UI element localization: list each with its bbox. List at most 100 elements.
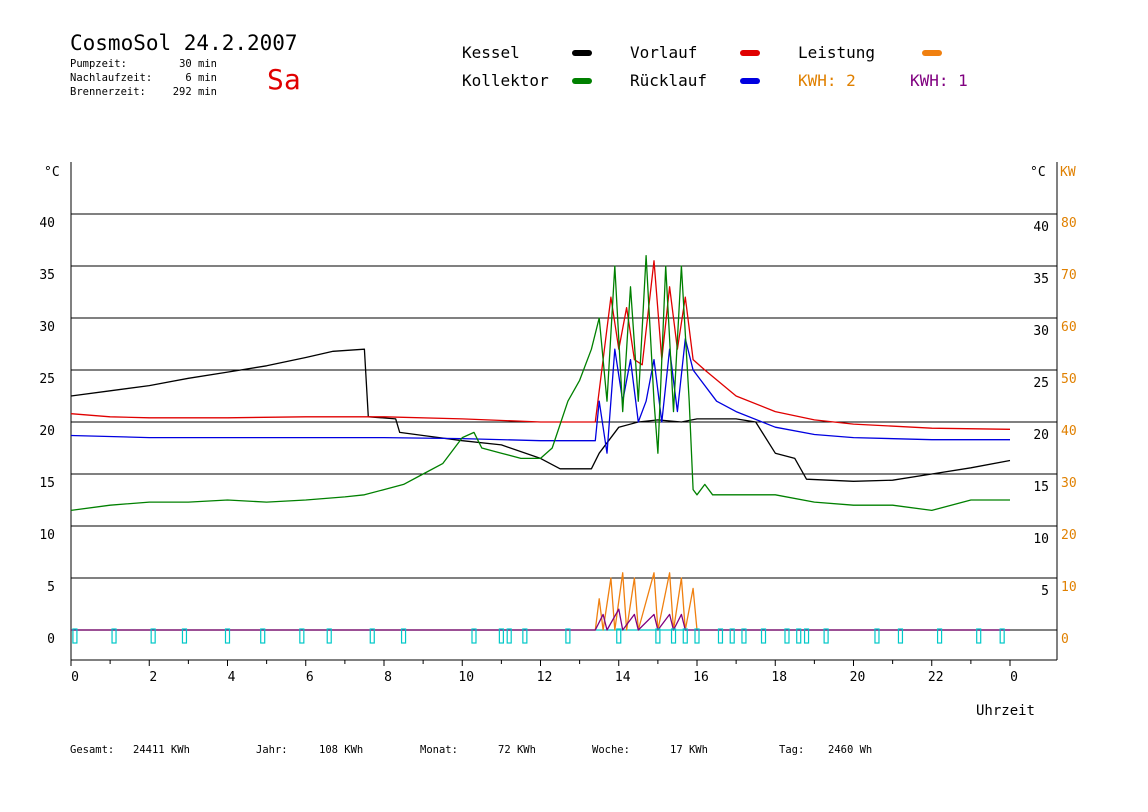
pump-marker — [717, 628, 724, 644]
legend-kwh-2: KWH: 2 — [798, 71, 856, 90]
legend-label-kollektor: Kollektor — [462, 71, 549, 90]
x-tick-label: 0 — [1010, 670, 1018, 685]
pump-marker — [741, 628, 747, 644]
total-jahr-label: Jahr: — [256, 744, 288, 756]
legend-label-leistung: Leistung — [798, 43, 875, 62]
right-tick-label-kw: 80 — [1061, 216, 1077, 231]
pump-marker — [299, 628, 305, 644]
weekday-label: Sa — [267, 63, 301, 96]
stat-value: 30 min — [179, 58, 217, 70]
legend-kwh-1: KWH: 1 — [910, 71, 968, 90]
left-unit-label: °C — [44, 165, 60, 180]
stat-value: 6 min — [185, 72, 217, 84]
left-tick-label: 20 — [39, 424, 55, 439]
right-tick-label-c: 30 — [1033, 324, 1049, 339]
pump-marker — [111, 628, 117, 644]
pump-marker — [150, 628, 156, 644]
chart-title: CosmoSol 24.2.2007 — [70, 31, 298, 55]
pump-marker — [874, 628, 880, 644]
total-monat-value: 72 KWh — [498, 744, 536, 756]
pump-marker — [823, 628, 829, 644]
x-tick-label: 2 — [149, 670, 157, 685]
x-tick-label: 20 — [850, 670, 866, 685]
pump-marker — [181, 628, 188, 644]
right-tick-label-c: 10 — [1033, 532, 1049, 547]
pump-marker — [72, 628, 78, 644]
right-tick-label-c: 5 — [1041, 584, 1049, 599]
pump-marker — [796, 628, 802, 644]
right-tick-label-kw: 10 — [1061, 580, 1077, 595]
pump-marker — [655, 628, 661, 644]
total-gesamt-label: Gesamt: — [70, 744, 114, 756]
axis-ticks: 0510152025303540510152025303540010203040… — [39, 216, 1076, 685]
pump-marker — [897, 628, 904, 644]
pump-marker — [522, 628, 528, 644]
left-tick-label: 10 — [39, 528, 55, 543]
x-tick-label: 10 — [458, 670, 474, 685]
right-tick-label-kw: 50 — [1061, 372, 1077, 387]
series-kwh-1 — [71, 608, 1010, 631]
pump-marker — [976, 628, 982, 644]
x-tick-label: 22 — [928, 670, 944, 685]
pump-marker — [565, 628, 571, 644]
x-tick-label: 18 — [771, 670, 787, 685]
pump-marker — [729, 628, 735, 644]
pump-marker — [400, 628, 407, 644]
left-tick-label: 15 — [39, 476, 55, 491]
left-tick-label: 25 — [39, 372, 55, 387]
total-gesamt-value: 24411 KWh — [133, 744, 190, 756]
x-tick-label: 0 — [71, 670, 79, 685]
pump-marker — [760, 628, 767, 644]
total-woche-value: 17 KWh — [670, 744, 708, 756]
x-tick-label: 4 — [228, 670, 236, 685]
pump-marker — [936, 628, 943, 644]
x-axis-label: Uhrzeit — [976, 703, 1035, 719]
stats-block: Pumpzeit: 30 min Nachlaufzeit: 6 min Bre… — [70, 58, 217, 98]
pump-marker — [694, 628, 700, 644]
pump-markers — [72, 628, 1005, 644]
legend-label-ruecklauf: Rücklauf — [630, 71, 707, 90]
pump-marker — [326, 628, 332, 644]
right-tick-label-c: 15 — [1033, 480, 1049, 495]
right-tick-label-kw: 20 — [1061, 528, 1077, 543]
x-tick-label: 16 — [693, 670, 709, 685]
total-woche-label: Woche: — [592, 744, 630, 756]
stat-label: Nachlaufzeit: — [70, 72, 152, 84]
total-tag-value: 2460 Wh — [828, 744, 872, 756]
pump-marker — [682, 628, 688, 644]
x-tick-label: 6 — [306, 670, 314, 685]
pump-marker — [369, 628, 375, 644]
pump-marker — [999, 628, 1005, 644]
right-tick-label-c: 40 — [1033, 220, 1049, 235]
right-tick-label-kw: 30 — [1061, 476, 1077, 491]
pump-marker — [616, 628, 622, 644]
legend-label-vorlauf: Vorlauf — [630, 43, 697, 62]
right-tick-label-c: 35 — [1033, 272, 1049, 287]
series-r-cklauf — [70, 338, 1010, 454]
pump-marker — [260, 628, 266, 644]
pump-marker — [506, 628, 512, 644]
right-unit-c-label: °C — [1030, 165, 1046, 180]
legend: Kessel Vorlauf Leistung Kollektor Rückla… — [462, 43, 968, 90]
left-tick-label: 0 — [47, 632, 55, 647]
x-tick-label: 12 — [537, 670, 553, 685]
pump-marker — [498, 628, 504, 644]
left-tick-label: 35 — [39, 268, 55, 283]
left-tick-label: 5 — [47, 580, 55, 595]
x-tick-label: 8 — [384, 670, 392, 685]
pump-marker — [784, 628, 790, 644]
right-tick-label-c: 25 — [1033, 376, 1049, 391]
right-tick-label-kw: 70 — [1061, 268, 1077, 283]
series-kollektor — [70, 254, 1010, 512]
right-tick-label-kw: 0 — [1061, 632, 1069, 647]
legend-label-kessel: Kessel — [462, 43, 520, 62]
total-tag-label: Tag: — [779, 744, 804, 756]
pump-marker — [224, 628, 231, 644]
stat-label: Pumpzeit: — [70, 58, 127, 70]
pump-marker — [803, 628, 810, 644]
series-vorlauf — [70, 260, 1011, 430]
left-tick-label: 30 — [39, 320, 55, 335]
pump-marker — [471, 628, 477, 644]
footer-totals: Gesamt: 24411 KWh Jahr: 108 KWh Monat: 7… — [70, 744, 872, 756]
